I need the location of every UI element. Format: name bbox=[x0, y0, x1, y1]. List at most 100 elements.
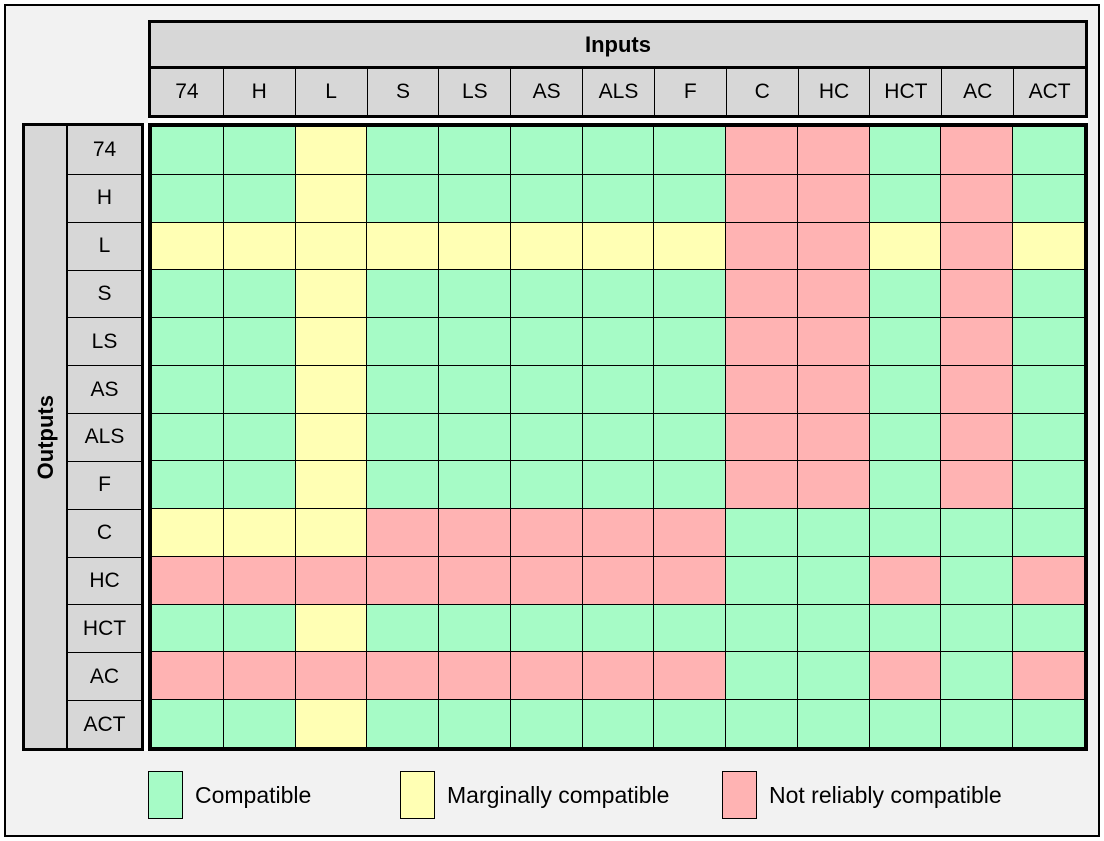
matrix-cell-ALS-ACT bbox=[1013, 413, 1084, 461]
output-row-header-C: C bbox=[68, 508, 141, 557]
matrix-cell-HCT-ALS bbox=[582, 604, 654, 652]
figure-frame: Inputs 74 H L S LS AS ALS F C HC HCT AC ACT Outputs … bbox=[4, 4, 1100, 837]
matrix-cell-HC-74 bbox=[152, 556, 223, 604]
matrix-cell-AS-ALS bbox=[582, 365, 654, 413]
matrix-cell-S-74 bbox=[152, 270, 223, 318]
matrix-cell-AS-L bbox=[295, 365, 367, 413]
matrix-cell-AS-S bbox=[367, 365, 439, 413]
matrix-cell-H-C bbox=[726, 174, 797, 222]
legend-label-G: Compatible bbox=[195, 781, 312, 808]
matrix-cell-F-HCT bbox=[869, 461, 941, 509]
matrix-cell-AS-HCT bbox=[869, 365, 941, 413]
matrix-cell-ALS-L bbox=[295, 413, 367, 461]
matrix-cell-HC-ALS bbox=[582, 556, 654, 604]
matrix-cell-F-F bbox=[654, 461, 726, 509]
matrix-cell-ALS-HCT bbox=[869, 413, 941, 461]
matrix-cell-L-LS bbox=[439, 222, 510, 270]
matrix-cell-C-HCT bbox=[869, 509, 941, 556]
output-row-header-LS: LS bbox=[68, 317, 141, 365]
matrix-cell-H-HCT bbox=[869, 174, 941, 222]
matrix-cell-F-LS bbox=[439, 461, 510, 509]
matrix-cell-H-L bbox=[295, 174, 367, 222]
matrix-cell-74-C bbox=[726, 127, 797, 174]
matrix-cell-F-H bbox=[223, 461, 295, 509]
matrix-cell-LS-AS bbox=[510, 318, 582, 365]
matrix-cell-C-L bbox=[295, 509, 367, 556]
legend: Compatible Marginally compatible Not relia… bbox=[148, 770, 1098, 820]
matrix-cell-AS-HC bbox=[797, 365, 869, 413]
matrix-cell-ACT-F bbox=[654, 700, 726, 747]
matrix-cell-L-ACT bbox=[1013, 222, 1084, 270]
input-column-headers: 74 H L S LS AS ALS F C HC HCT AC ACT bbox=[151, 69, 1085, 115]
matrix-cell-L-HC bbox=[797, 222, 869, 270]
matrix-cell-C-ACT bbox=[1013, 509, 1084, 556]
matrix-cell-C-F bbox=[654, 509, 726, 556]
matrix-cell-AS-H bbox=[223, 365, 295, 413]
matrix-cell-ALS-AC bbox=[941, 413, 1013, 461]
matrix-cell-HC-L bbox=[295, 556, 367, 604]
matrix-cell-AS-F bbox=[654, 365, 726, 413]
matrix-cell-C-LS bbox=[439, 509, 510, 556]
matrix-cell-L-HCT bbox=[869, 222, 941, 270]
matrix-cell-HCT-AS bbox=[510, 604, 582, 652]
matrix-cell-LS-HC bbox=[797, 318, 869, 365]
matrix-cell-AC-ACT bbox=[1013, 652, 1084, 700]
output-row-header-ACT: ACT bbox=[68, 700, 141, 748]
matrix-cell-F-ALS bbox=[582, 461, 654, 509]
matrix-cell-HCT-74 bbox=[152, 604, 223, 652]
input-col-header-L: L bbox=[294, 69, 367, 115]
matrix-cell-HCT-AC bbox=[941, 604, 1013, 652]
matrix-cell-AS-AS bbox=[510, 365, 582, 413]
matrix-cell-HCT-LS bbox=[439, 604, 510, 652]
output-row-header-ALS: ALS bbox=[68, 413, 141, 461]
matrix-cell-S-C bbox=[726, 270, 797, 318]
matrix-cell-ALS-AS bbox=[510, 413, 582, 461]
output-row-header-AC: AC bbox=[68, 652, 141, 700]
matrix-cell-S-AC bbox=[941, 270, 1013, 318]
matrix-cell-AC-LS bbox=[439, 652, 510, 700]
input-col-header-AC: AC bbox=[941, 69, 1013, 115]
legend-item-R: Not reliably compatible bbox=[722, 770, 1002, 820]
matrix-cell-AS-74 bbox=[152, 365, 223, 413]
matrix-cell-AC-AS bbox=[510, 652, 582, 700]
matrix-cell-AC-HCT bbox=[869, 652, 941, 700]
matrix-cell-HCT-C bbox=[726, 604, 797, 652]
legend-label-R: Not reliably compatible bbox=[769, 781, 1002, 808]
matrix-cell-LS-74 bbox=[152, 318, 223, 365]
matrix-cell-ACT-LS bbox=[439, 700, 510, 747]
matrix-cell-H-AC bbox=[941, 174, 1013, 222]
output-row-header-AS: AS bbox=[68, 365, 141, 413]
matrix-cell-HCT-H bbox=[223, 604, 295, 652]
output-row-header-74: 74 bbox=[92, 137, 117, 161]
matrix-cell-74-AS bbox=[510, 127, 582, 174]
matrix-cell-HCT-HC bbox=[797, 604, 869, 652]
outputs-axis-title: Outputs bbox=[25, 126, 68, 748]
compatibility-matrix: Inputs 74 H L S LS AS ALS F C HC HCT AC ACT Outputs … bbox=[22, 20, 1088, 751]
matrix-cell-HCT-L bbox=[295, 604, 367, 652]
matrix-cell-C-HC bbox=[797, 509, 869, 556]
matrix-cell-LS-ACT bbox=[1013, 318, 1084, 365]
matrix-cell-HCT-S bbox=[367, 604, 439, 652]
outputs-header-block: Outputs 74 H L S LS AS ALS F C HC HCT AC ACT bbox=[22, 123, 144, 751]
matrix-cell-AC-S bbox=[367, 652, 439, 700]
matrix-cell-AS-C bbox=[726, 365, 797, 413]
matrix-cell-ALS-74 bbox=[152, 413, 223, 461]
matrix-cell-L-AS bbox=[510, 222, 582, 270]
matrix-cell-F-AS bbox=[510, 461, 582, 509]
matrix-cell-AS-AC bbox=[941, 365, 1013, 413]
matrix-cell-ALS-H bbox=[223, 413, 295, 461]
legend-item-Y: Marginally compatible bbox=[400, 770, 669, 820]
matrix-cell-ACT-ACT bbox=[1013, 700, 1084, 747]
matrix-cell-LS-AC bbox=[941, 318, 1013, 365]
matrix-cell-L-C bbox=[726, 222, 797, 270]
matrix-cell-74-L bbox=[295, 127, 367, 174]
matrix-cell-ACT-L bbox=[295, 700, 367, 747]
matrix-cell-AC-ALS bbox=[582, 652, 654, 700]
matrix-cell-F-C bbox=[726, 461, 797, 509]
matrix-cell-H-AS bbox=[510, 174, 582, 222]
matrix-cell-ACT-AS bbox=[510, 700, 582, 747]
output-row-header-L: L bbox=[68, 221, 141, 270]
matrix-cell-74-ALS bbox=[582, 127, 654, 174]
matrix-cell-AC-F bbox=[654, 652, 726, 700]
matrix-cell-HCT-ACT bbox=[1013, 604, 1084, 652]
